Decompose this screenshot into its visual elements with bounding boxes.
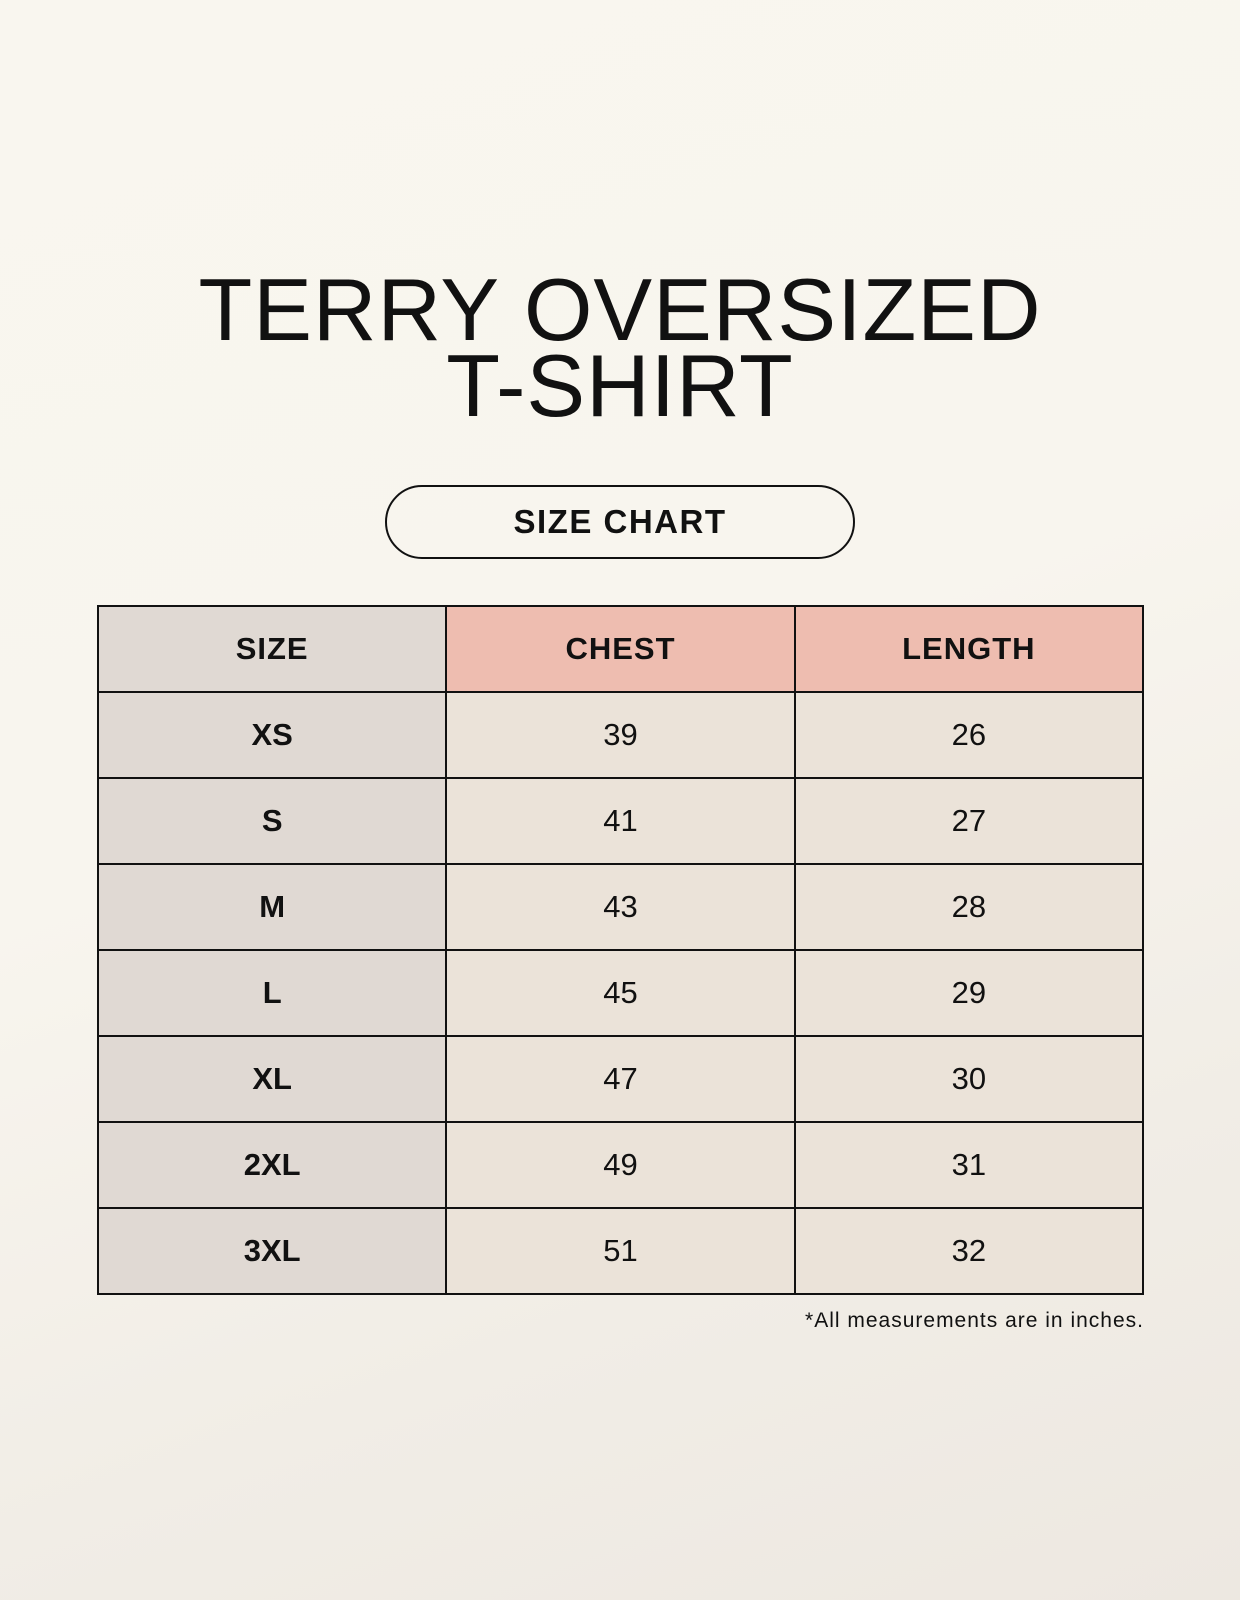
size-cell: 3XL: [96, 1207, 448, 1295]
header-size: SIZE: [96, 605, 448, 693]
title-line-2: T-SHIRT: [446, 336, 794, 435]
length-cell: 29: [793, 949, 1145, 1037]
size-cell: S: [96, 777, 448, 865]
table-row: 3XL 51 32: [96, 1207, 1145, 1295]
size-chart-badge: SIZE CHART: [385, 485, 855, 559]
table-row: S 41 27: [96, 777, 1145, 865]
length-cell: 26: [793, 691, 1145, 779]
size-cell: XL: [96, 1035, 448, 1123]
header-length: LENGTH: [793, 605, 1145, 693]
length-cell: 30: [793, 1035, 1145, 1123]
size-cell: XS: [96, 691, 448, 779]
size-cell: M: [96, 863, 448, 951]
size-cell: L: [96, 949, 448, 1037]
table-header-row: SIZE CHEST LENGTH: [96, 605, 1145, 693]
table-row: 2XL 49 31: [96, 1121, 1145, 1209]
chest-cell: 49: [445, 1121, 796, 1209]
page-title: TERRY OVERSIZED T-SHIRT: [0, 260, 1240, 435]
header-chest: CHEST: [445, 605, 796, 693]
chest-cell: 45: [445, 949, 796, 1037]
length-cell: 27: [793, 777, 1145, 865]
title-line-1: TERRY OVERSIZED: [198, 260, 1042, 359]
size-cell: 2XL: [96, 1121, 448, 1209]
table-row: M 43 28: [96, 863, 1145, 951]
length-cell: 31: [793, 1121, 1145, 1209]
table-row: XS 39 26: [96, 691, 1145, 779]
chest-cell: 47: [445, 1035, 796, 1123]
size-table: SIZE CHEST LENGTH XS 39 26 S 41 27 M 43 28 L 45 29 X…: [96, 605, 1145, 1295]
chest-cell: 43: [445, 863, 796, 951]
chest-cell: 39: [445, 691, 796, 779]
table-row: XL 47 30: [96, 1035, 1145, 1123]
chest-cell: 41: [445, 777, 796, 865]
footnote: *All measurements are in inches.: [805, 1309, 1144, 1332]
length-cell: 32: [793, 1207, 1145, 1295]
table-row: L 45 29: [96, 949, 1145, 1037]
length-cell: 28: [793, 863, 1145, 951]
chest-cell: 51: [445, 1207, 796, 1295]
